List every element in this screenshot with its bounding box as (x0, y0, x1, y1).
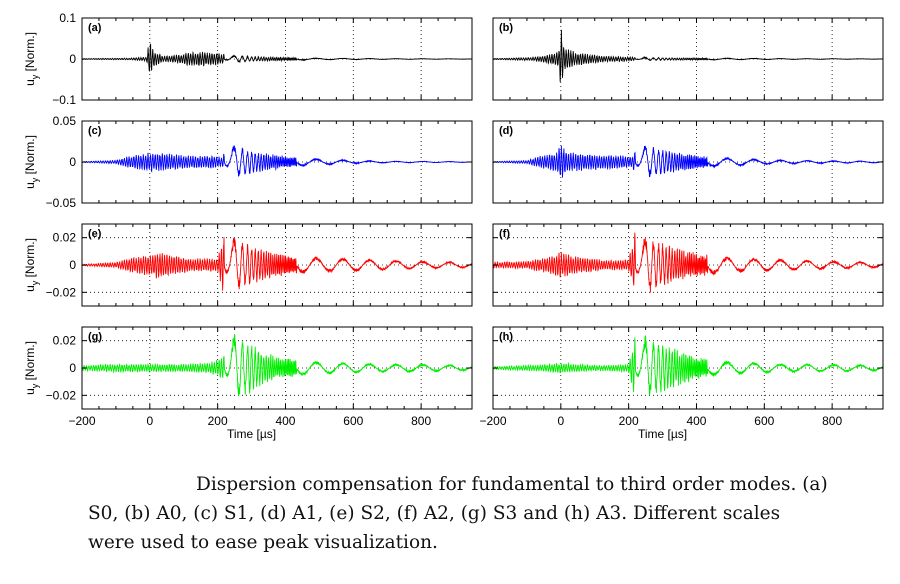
x-tick-label: 600 (754, 414, 774, 428)
panel-tag: (c) (88, 125, 102, 137)
figure-caption: Dispersion compensation for fundamental … (88, 470, 830, 557)
y-tick-label: 0 (69, 155, 76, 169)
x-tick-label: 200 (208, 414, 228, 428)
signal-trace (81, 334, 473, 396)
signal-trace (81, 237, 473, 291)
panel-tag: (e) (88, 228, 102, 240)
y-tick-label: 0 (69, 258, 76, 272)
x-tick-label: 400 (686, 414, 706, 428)
x-tick-label: 200 (619, 414, 639, 428)
caption-line-3: were used to ease peak visualization. (88, 532, 438, 553)
figure: −0.1 0 0.1 uy [Norm.] (a) (b) −0.05 0 0.05 uy [No… (23, 11, 884, 441)
signal-trace (492, 29, 883, 83)
caption-line-1: Dispersion compensation for fundamental … (196, 474, 828, 495)
panel-b: (b) (492, 17, 884, 101)
x-tick-label: −200 (68, 414, 95, 428)
signal-trace (81, 145, 473, 177)
y-axis-label: uy [Norm.] (23, 32, 40, 86)
x-tick-label: 800 (411, 414, 431, 428)
panel-tag: (a) (88, 22, 102, 34)
x-axis-label: Time [µs] (227, 427, 276, 441)
x-tick-label: 0 (146, 414, 153, 428)
panel-tag: (f) (499, 228, 510, 240)
panel-f: (f) (492, 223, 884, 307)
x-tick-label: 0 (557, 414, 564, 428)
panel-e: −0.02 0 0.02 uy [Norm.] (e) (23, 223, 473, 307)
panel-a: −0.1 0 0.1 uy [Norm.] (a) (23, 11, 473, 107)
y-tick-label: −0.1 (52, 93, 76, 107)
panel-h: (h) −200 0 200 400 600 800 Time [µs] (479, 326, 884, 441)
x-tick-label: 600 (343, 414, 363, 428)
panel-tag: (h) (499, 331, 513, 343)
signal-trace (492, 232, 884, 293)
signal-trace (81, 43, 472, 72)
y-tick-label: 0.05 (53, 114, 77, 128)
signal-trace (492, 145, 884, 178)
y-tick-label: 0.1 (59, 11, 76, 25)
panel-d: (d) (492, 120, 884, 204)
y-axis-label: uy [Norm.] (23, 341, 40, 395)
x-axis-label: Time [µs] (638, 427, 687, 441)
y-tick-label: 0.02 (53, 231, 77, 245)
x-tick-label: 800 (822, 414, 842, 428)
x-tick-label: 400 (275, 414, 295, 428)
panel-g: −0.02 0 0.02 uy [Norm.] (g) −200 0 200 400 600 800… (23, 326, 473, 441)
y-axis-label: uy [Norm.] (23, 238, 40, 292)
y-tick-label: 0 (69, 52, 76, 66)
panel-tag: (b) (499, 22, 513, 34)
y-tick-label: 0 (69, 361, 76, 375)
panel-tag: (g) (88, 331, 102, 343)
y-tick-label: 0.02 (53, 334, 77, 348)
caption-line-2: S0, (b) A0, (c) S1, (d) A1, (e) S2, (f) … (88, 503, 781, 524)
y-axis-label: uy [Norm.] (23, 135, 40, 189)
panel-c: −0.05 0 0.05 uy [Norm.] (c) (23, 114, 473, 210)
panel-tag: (d) (499, 125, 513, 137)
y-tick-label: −0.02 (46, 285, 77, 299)
y-tick-label: −0.05 (46, 196, 77, 210)
x-tick-label: −200 (479, 414, 506, 428)
y-tick-label: −0.02 (46, 388, 77, 402)
signal-trace (492, 335, 884, 396)
